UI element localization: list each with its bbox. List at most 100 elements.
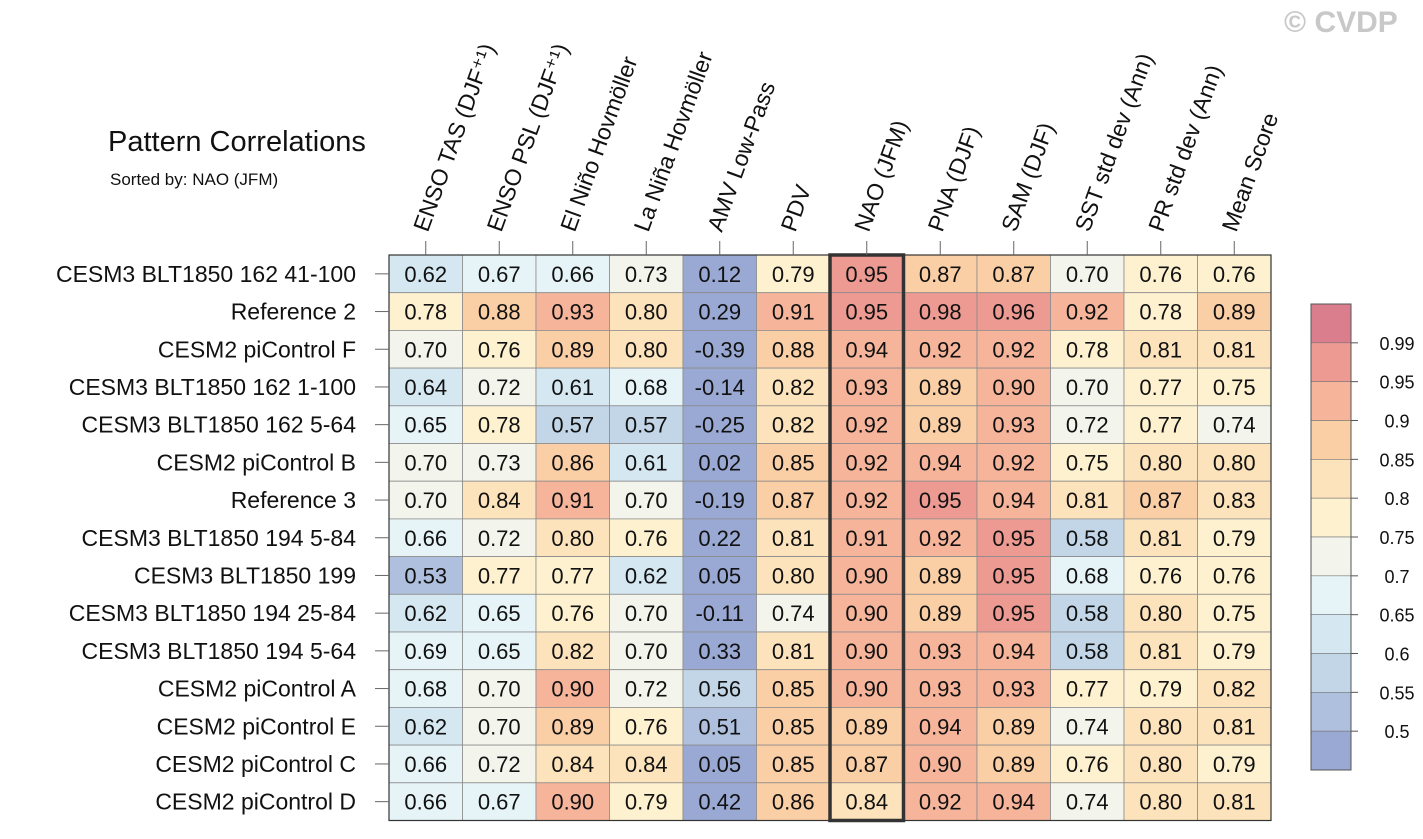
heatmap-cell (682, 518, 757, 558)
heatmap-cell (756, 556, 831, 595)
heatmap-cell (976, 782, 1051, 821)
heatmap-cell (388, 443, 463, 482)
heatmap-cell (1050, 329, 1125, 369)
row-label: CESM3 BLT1850 194 5-64 (82, 638, 357, 664)
cell-value-label: 0.80 (1213, 450, 1256, 475)
cell-value-label: 0.70 (404, 450, 447, 475)
row-label: CESM2 piControl C (155, 751, 356, 777)
colorbar-swatch (1310, 575, 1352, 615)
cell-value-label: 0.94 (992, 488, 1035, 513)
heatmap-cell (682, 593, 757, 633)
cell-value-label: 0.79 (1213, 639, 1256, 664)
cell-value-label: 0.89 (1213, 300, 1256, 325)
heatmap-cell (976, 518, 1051, 558)
heatmap-cell (756, 518, 831, 558)
cell-value-label: 0.80 (772, 563, 815, 588)
colorbar-swatch (1310, 381, 1352, 421)
cell-value-label: 0.89 (919, 563, 962, 588)
heatmap-cell (1123, 556, 1198, 595)
heatmap-cell (1197, 254, 1272, 294)
cell-value-label: 0.87 (772, 488, 815, 513)
cell-value-label: 0.80 (1139, 601, 1182, 626)
cell-value-label: 0.89 (551, 337, 594, 362)
row-label: CESM3 BLT1850 194 25-84 (69, 600, 356, 626)
cell-value-label: 0.82 (772, 413, 815, 438)
cell-value-label: 0.05 (698, 752, 741, 777)
cell-value-label: 0.64 (404, 375, 447, 400)
cell-value-label: 0.89 (919, 601, 962, 626)
cell-value-label: 0.65 (478, 601, 521, 626)
heatmap-cell (462, 631, 537, 671)
heatmap-cell (535, 707, 610, 746)
row-label: CESM3 BLT1850 162 5-64 (82, 412, 357, 438)
heatmap-cell (756, 593, 831, 633)
cell-value-label: 0.95 (845, 300, 888, 325)
colorbar-tick-label: 0.85 (1379, 450, 1414, 470)
cell-value-label: 0.91 (551, 488, 594, 513)
heatmap-cell (1050, 518, 1125, 558)
cell-value-label: 0.93 (551, 300, 594, 325)
heatmap-cell (1123, 292, 1198, 331)
cell-value-label: 0.90 (919, 752, 962, 777)
cell-value-label: 0.80 (625, 300, 668, 325)
heatmap-cell (388, 329, 463, 369)
heatmap-cell (756, 405, 831, 444)
heatmap-cell (609, 593, 684, 633)
row-label: CESM2 piControl E (157, 713, 356, 739)
cell-value-label: 0.81 (1066, 488, 1109, 513)
heatmap-cell (976, 707, 1051, 746)
heatmap-cell (535, 669, 610, 708)
heatmap-cell (609, 518, 684, 558)
cell-value-label: 0.93 (992, 677, 1035, 702)
cell-value-label: 0.73 (625, 262, 668, 287)
cell-value-label: 0.58 (1066, 639, 1109, 664)
cell-value-label: 0.76 (1066, 752, 1109, 777)
cell-value-label: 0.33 (698, 639, 741, 664)
cell-value-label: 0.75 (1066, 450, 1109, 475)
column-label: Mean Score (1217, 109, 1284, 234)
cell-value-label: 0.87 (845, 752, 888, 777)
cell-value-label: 0.76 (1213, 262, 1256, 287)
heatmap-cell (829, 367, 904, 407)
cell-value-label: 0.85 (772, 450, 815, 475)
cell-value-label: 0.77 (1066, 677, 1109, 702)
cell-value-label: 0.74 (1066, 790, 1109, 815)
cell-value-label: 0.70 (478, 714, 521, 739)
cell-value-label: 0.74 (1066, 714, 1109, 739)
heatmap-cell (609, 329, 684, 369)
cell-value-label: 0.81 (1139, 337, 1182, 362)
heatmap-cell (1050, 631, 1125, 671)
heatmap-cell (756, 329, 831, 369)
heatmap-cell (682, 367, 757, 407)
heatmap-cell (535, 329, 610, 369)
cell-value-label: 0.77 (478, 563, 521, 588)
row-label: Reference 3 (231, 487, 356, 513)
heatmap-cell (756, 480, 831, 520)
heatmap-cell (1123, 254, 1198, 294)
cell-value-label: 0.66 (404, 752, 447, 777)
cell-value-label: 0.94 (992, 639, 1035, 664)
heatmap-cell (388, 744, 463, 784)
cell-value-label: 0.95 (919, 488, 962, 513)
cell-value-label: 0.79 (1139, 677, 1182, 702)
colorbar-tick-label: 0.65 (1379, 606, 1414, 626)
cell-value-label: -0.25 (695, 413, 745, 438)
heatmap-cell (682, 405, 757, 444)
heatmap-cell (829, 292, 904, 331)
heatmap-cell (1197, 556, 1272, 595)
cell-value-label: 0.61 (551, 375, 594, 400)
cell-value-label: 0.65 (478, 639, 521, 664)
cell-value-label: 0.89 (992, 752, 1035, 777)
heatmap-cell (462, 367, 537, 407)
colorbar-tick-label: 0.8 (1384, 489, 1409, 509)
heatmap-cell (903, 443, 978, 482)
cell-value-label: 0.81 (772, 526, 815, 551)
heatmap-cell (976, 292, 1051, 331)
column-label: El Niño Hovmöller (555, 53, 642, 235)
heatmap-cell (682, 443, 757, 482)
cell-value-label: 0.84 (845, 790, 888, 815)
colorbar-tick-label: 0.99 (1379, 334, 1414, 354)
cell-value-label: 0.58 (1066, 526, 1109, 551)
cell-value-label: 0.86 (551, 450, 594, 475)
cell-value-label: 0.78 (1139, 300, 1182, 325)
